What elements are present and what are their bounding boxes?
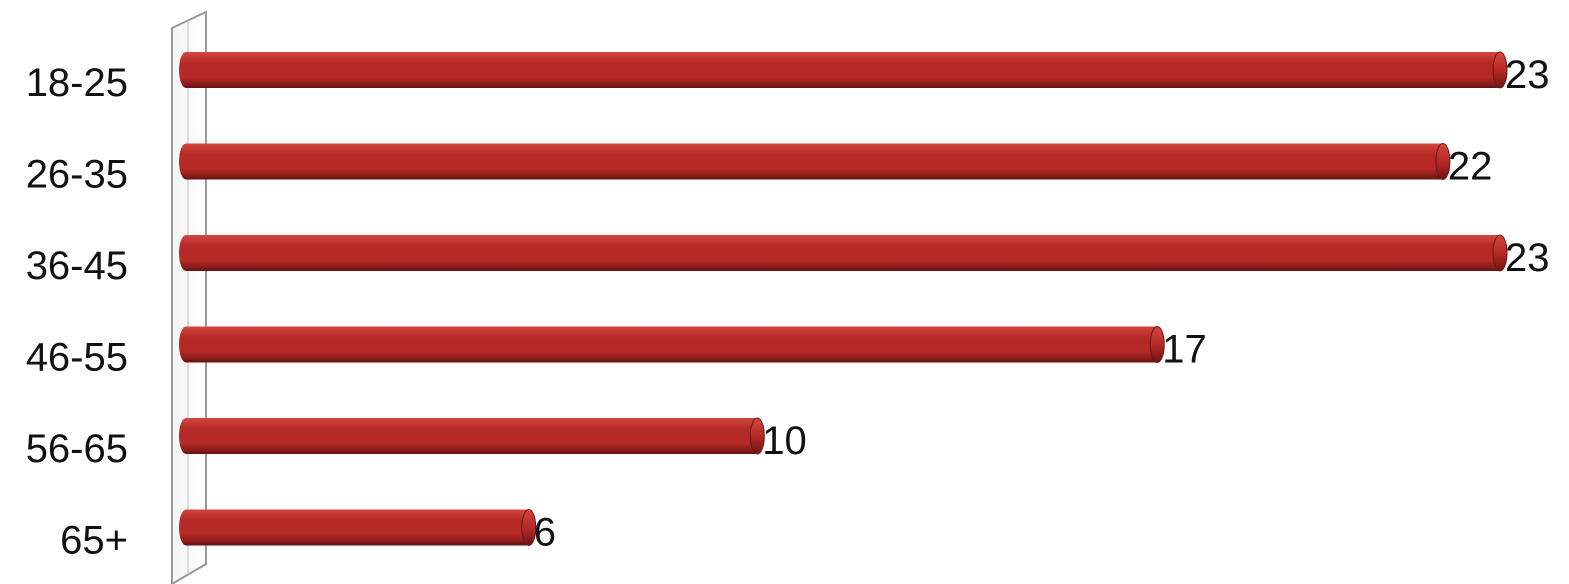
bar [186, 52, 1500, 88]
bar-end-cap [1435, 143, 1451, 180]
bar [186, 326, 1158, 363]
bar [186, 143, 1443, 180]
data-label: 17 [1162, 328, 1207, 372]
bar-end-cap [1149, 326, 1165, 363]
category-label: 36-45 [26, 244, 128, 288]
bar-end-cap [749, 417, 765, 455]
data-label: 23 [1505, 53, 1550, 97]
axis-wall [171, 10, 207, 584]
bar-group: 18-25 23 [26, 51, 1550, 105]
bar-end-cap [1492, 234, 1508, 272]
category-label: 46-55 [26, 336, 128, 380]
category-label: 18-25 [26, 61, 128, 105]
data-label: 22 [1448, 145, 1493, 189]
bar-end-cap [521, 509, 537, 546]
bar-group: 36-45 23 [26, 234, 1550, 288]
bar-group: 26-35 22 [26, 143, 1493, 197]
category-label: 26-35 [26, 153, 128, 197]
data-label: 23 [1505, 236, 1550, 280]
bar-end-cap [1492, 51, 1508, 89]
bar-group: 56-65 10 [26, 417, 807, 471]
bars-layer: 18-25 23 26-35 22 36-45 23 46-55 17 56-65 10 65+ 6 [26, 51, 1550, 563]
data-label: 10 [762, 419, 807, 463]
bar [186, 418, 758, 454]
data-label: 6 [534, 511, 556, 555]
bar-group: 65+ 6 [60, 509, 556, 563]
bar [186, 235, 1500, 271]
category-label: 65+ [60, 519, 128, 563]
bar [186, 509, 529, 546]
category-label: 56-65 [26, 427, 128, 471]
bar-group: 46-55 17 [26, 326, 1207, 380]
